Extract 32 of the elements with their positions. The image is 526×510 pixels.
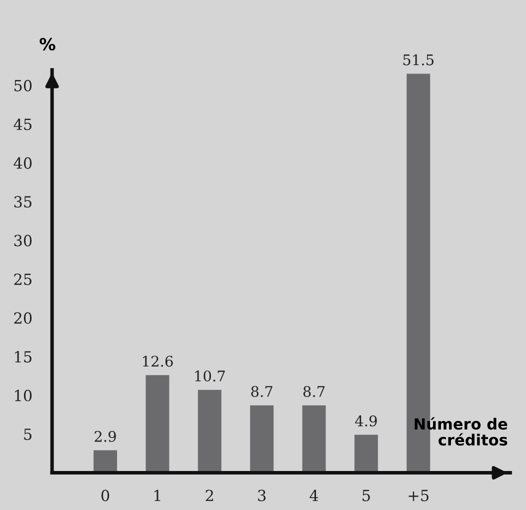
x-axis-title: Número de créditos bbox=[414, 417, 508, 446]
bar bbox=[198, 390, 222, 473]
data-label: 51.5 bbox=[403, 54, 434, 66]
x-tick-label: 1 bbox=[154, 490, 160, 502]
x-tick-label: 0 bbox=[101, 490, 110, 502]
y-tick-label: 15 bbox=[15, 351, 32, 363]
data-label: 10.7 bbox=[195, 370, 225, 382]
data-label: 8.7 bbox=[251, 386, 272, 397]
data-label: 8.7 bbox=[303, 386, 325, 397]
data-label: 4.9 bbox=[355, 415, 377, 426]
x-tick-label: 2 bbox=[206, 490, 214, 502]
bar bbox=[302, 405, 326, 473]
data-label: 12.6 bbox=[143, 356, 173, 367]
y-tick-label: 45 bbox=[14, 118, 32, 130]
x-tick-label: +5 bbox=[408, 490, 428, 502]
bar bbox=[146, 375, 170, 473]
x-tick-label: 3 bbox=[258, 490, 266, 502]
x-tick-label: 5 bbox=[362, 490, 370, 502]
x-tick-label: 4 bbox=[310, 490, 318, 502]
bar bbox=[94, 450, 118, 473]
y-axis-title: % bbox=[40, 38, 56, 51]
y-tick-label: 50 bbox=[14, 80, 32, 92]
y-tick-label: 25 bbox=[14, 274, 32, 286]
y-tick-label: 5 bbox=[24, 428, 32, 440]
y-tick-label: 10 bbox=[15, 390, 32, 402]
y-tick-label: 40 bbox=[14, 157, 32, 169]
data-label: 2.9 bbox=[94, 430, 116, 442]
y-tick-label: 20 bbox=[14, 312, 32, 324]
y-tick-label: 35 bbox=[14, 196, 32, 208]
bar bbox=[354, 434, 378, 473]
bar bbox=[250, 405, 274, 473]
y-tick-label: 30 bbox=[14, 234, 32, 246]
